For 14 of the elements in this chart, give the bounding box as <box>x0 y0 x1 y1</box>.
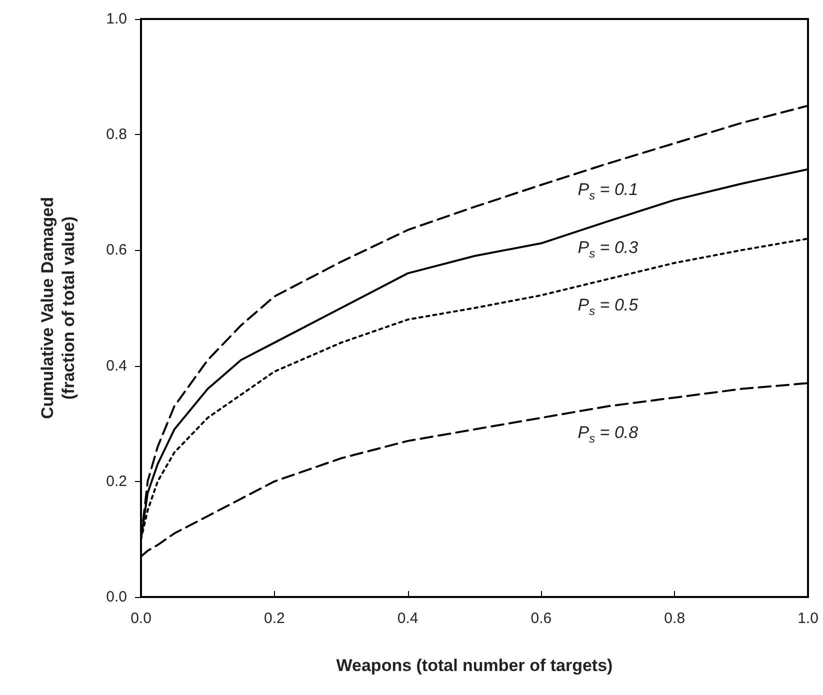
x-tick-label: 0.0 <box>130 610 152 627</box>
y-tick-label: 0.8 <box>106 126 127 144</box>
x-tick-label: 1.0 <box>798 610 818 627</box>
y-tick-label: 1.0 <box>106 10 127 28</box>
y-tick-label: 0.4 <box>106 357 127 374</box>
y-axis-title: Cumulative Value Damaged (fraction of total value) <box>38 196 78 420</box>
y-tick-label: 0.0 <box>106 588 127 606</box>
x-tick-label: 0.8 <box>664 610 686 627</box>
y-tick-label: 0.2 <box>106 472 127 490</box>
x-tick-label: 0.6 <box>530 610 552 627</box>
x-tick-label: 0.2 <box>264 610 285 627</box>
x-tick-label: 0.4 <box>397 610 418 627</box>
y-tick-label: 0.6 <box>106 242 127 259</box>
x-axis-title: Weapons (total number of targets) <box>336 656 613 675</box>
